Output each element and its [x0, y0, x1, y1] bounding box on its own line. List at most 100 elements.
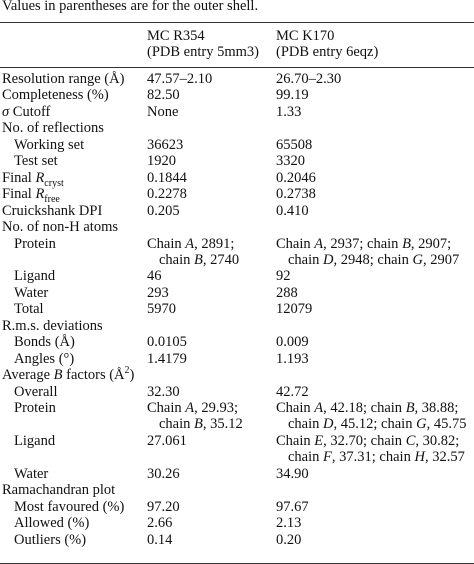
- text-run: , 32.70; chain: [323, 432, 406, 449]
- cell: 42.72: [276, 383, 309, 400]
- cell: 26.70–2.30: [276, 71, 342, 87]
- row-label: R.m.s. deviations: [2, 317, 103, 334]
- cell: Chain A, 29.93;: [147, 399, 238, 417]
- cell: chain F, 37.31; chain H, 32.57: [288, 448, 465, 466]
- text-run: C: [405, 432, 416, 449]
- cell: 2.13: [276, 515, 302, 532]
- text-run: chain: [159, 251, 195, 268]
- row-label: Final Rcryst: [2, 169, 64, 188]
- text-run: D: [323, 416, 334, 433]
- text-run: G: [416, 416, 427, 433]
- cell: 47.57–2.10: [147, 71, 213, 87]
- text-run: D: [323, 251, 334, 268]
- row-label: Overall: [14, 383, 58, 400]
- row-label: No. of reflections: [2, 120, 104, 137]
- column-header: MC R354: [147, 28, 205, 44]
- cell: 0.1844: [147, 169, 187, 186]
- row-label: Outliers (%): [14, 531, 87, 548]
- text-run: , 32.57: [424, 449, 465, 466]
- row-label: Ligand: [14, 268, 56, 285]
- cell: 3320: [276, 153, 305, 170]
- text-run: R: [35, 186, 45, 203]
- text-run: Final: [2, 169, 36, 186]
- text-run: Final: [2, 186, 36, 203]
- row-label: Water: [14, 465, 49, 482]
- cell: 30.26: [147, 465, 180, 482]
- text-run: Cutoff: [9, 103, 51, 120]
- text-run: , 42.18; chain: [323, 400, 406, 416]
- cell: 0.0105: [147, 334, 187, 351]
- text-run: , 2907: [422, 251, 460, 268]
- row-label: Total: [14, 301, 44, 318]
- text-run: ): [129, 367, 135, 384]
- cell: 0.205: [147, 202, 180, 219]
- text-run: H: [414, 449, 425, 466]
- row-label: Cruickshank DPI: [2, 202, 103, 219]
- text-run: A: [185, 235, 195, 252]
- text-run: , 2907;: [410, 235, 452, 252]
- text-run: G: [412, 251, 423, 268]
- text-run: , 30.82;: [415, 432, 460, 449]
- text-run: , 2891;: [194, 235, 235, 252]
- text-run: Chain: [276, 432, 315, 449]
- text-run: Chain: [276, 400, 315, 416]
- header-rule: [0, 67, 474, 68]
- cell: 97.67: [276, 498, 309, 515]
- text-run: E: [314, 432, 324, 449]
- text-run: R: [35, 169, 45, 186]
- row-label: σ Cutoff: [2, 103, 50, 121]
- text-run: chain: [288, 449, 324, 466]
- cell: 0.2278: [147, 186, 187, 203]
- cell: 0.2738: [276, 186, 316, 203]
- cell: Chain A, 2937; chain B, 2907;: [276, 235, 451, 253]
- row-label: Ligand: [14, 432, 56, 449]
- text-run: Chain: [147, 235, 186, 252]
- text-run: chain: [288, 251, 324, 268]
- cell: chain D, 2948; chain G, 2907: [288, 251, 459, 269]
- top-rule: [0, 22, 474, 23]
- text-run: , 35.12: [202, 416, 243, 433]
- cell: 0.410: [276, 202, 309, 219]
- cell: 293: [147, 284, 169, 301]
- column-header: MC K170: [276, 28, 335, 44]
- text-run: A: [314, 235, 324, 252]
- text-run: , 37.31; chain: [331, 449, 415, 466]
- row-label: Water: [14, 284, 49, 301]
- text-run: B: [405, 400, 415, 416]
- row-label: No. of non-H atoms: [2, 219, 118, 236]
- row-label: Angles (°): [14, 350, 75, 367]
- cell: 2.66: [147, 515, 173, 532]
- text-run: σ: [2, 103, 10, 120]
- cell: chain D, 45.12; chain G, 45.75: [288, 415, 466, 433]
- cell: Chain E, 32.70; chain C, 30.82;: [276, 432, 459, 450]
- text-run: A: [185, 400, 195, 416]
- cell: chain B, 2740: [159, 251, 239, 269]
- text-run: , 2948; chain: [333, 251, 413, 268]
- cell: 27.061: [147, 432, 187, 449]
- cell: 5970: [147, 301, 176, 318]
- cell: 0.14: [147, 531, 173, 548]
- text-run: Chain: [147, 400, 186, 416]
- row-label: Most favoured (%): [14, 498, 125, 515]
- text-run: Average: [2, 367, 54, 384]
- text-run: , 2937; chain: [323, 235, 403, 252]
- row-label: Final Rfree: [2, 185, 60, 204]
- cell: Chain A, 42.18; chain B, 38.88;: [276, 399, 458, 417]
- row-label: Ramachandran plot: [2, 482, 116, 499]
- text-run: , 45.12; chain: [333, 416, 417, 433]
- text-run: chain: [288, 416, 324, 433]
- cell: 1.4179: [147, 350, 187, 367]
- cell: None: [147, 103, 179, 120]
- cell: 1.33: [276, 103, 302, 120]
- cell: 288: [276, 284, 298, 301]
- cell: Chain A, 2891;: [147, 235, 234, 253]
- row-label: Average B factors (Å2): [2, 366, 134, 384]
- row-label: Completeness (%): [2, 87, 109, 104]
- text-run: , 38.88;: [414, 400, 459, 416]
- text-run: B: [53, 367, 63, 384]
- column-header: (PDB entry 5mm3): [147, 44, 259, 60]
- text-run: chain: [159, 416, 195, 433]
- text-run: B: [402, 235, 411, 252]
- cell: 46: [147, 268, 162, 285]
- cell: 0.20: [276, 531, 302, 548]
